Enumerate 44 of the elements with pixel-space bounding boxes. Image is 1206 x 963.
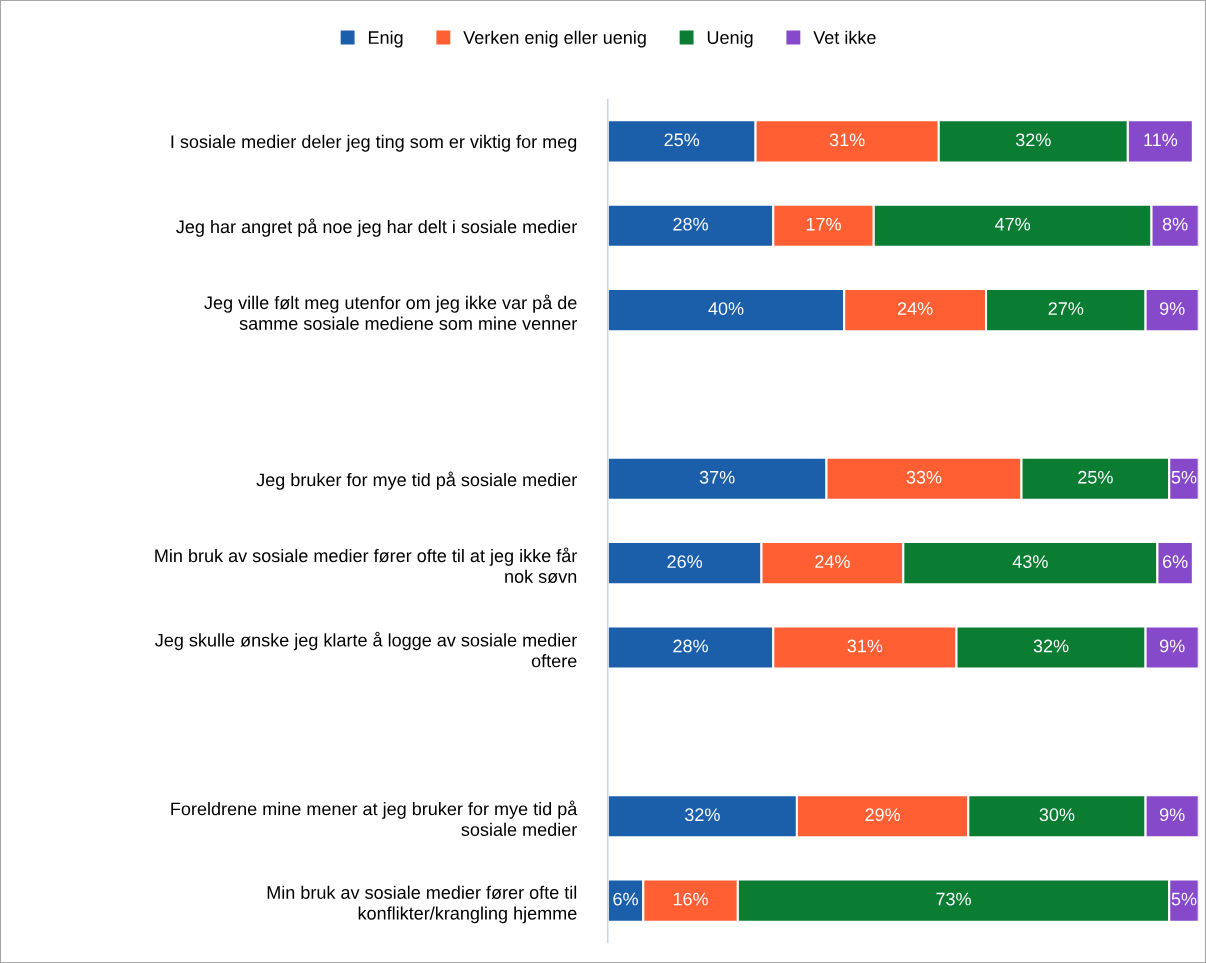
data-label: 5% xyxy=(1171,470,1197,484)
data-label: 26% xyxy=(667,555,703,569)
data-label: 16% xyxy=(673,892,708,906)
data-label: 28% xyxy=(673,217,708,231)
data-label: 40% xyxy=(708,302,744,315)
data-label: 9% xyxy=(1159,808,1185,822)
data-label: 31% xyxy=(847,639,883,653)
y-tick-label: Min bruk av sosiale medier fører ofte til konflikter/krangling hjemme xyxy=(267,885,577,924)
data-label: 27% xyxy=(1048,302,1084,315)
y-tick-label: I sosiale medier deler jeg ting som er viktig for meg xyxy=(171,134,577,152)
y-tick-label: Jeg skulle ønske jeg klarte å logge av sosiale medier oftere xyxy=(155,631,577,668)
y-tick-label: Foreldrene mine mener at jeg bruker for mye tid på sosiale medier xyxy=(171,800,578,837)
y-tick-label: Min bruk av sosiale medier fører ofte til at jeg ikke får nok søvn xyxy=(155,547,577,584)
data-label: 28% xyxy=(673,639,708,653)
legend-label: Verken enig eller uenig xyxy=(463,30,646,48)
data-label: 11% xyxy=(1144,133,1178,147)
y-tick-label: Jeg bruker for mye tid på sosiale medier xyxy=(256,471,577,490)
legend-label: Vet ikke xyxy=(813,30,876,44)
data-label: 32% xyxy=(684,808,720,822)
data-label: 43% xyxy=(1012,555,1048,569)
data-label: 24% xyxy=(815,555,850,568)
legend-label: Uenig xyxy=(707,30,753,48)
data-label: 25% xyxy=(1078,470,1113,484)
data-label: 33% xyxy=(906,470,942,484)
data-label: 9% xyxy=(1159,302,1185,315)
data-label: 5% xyxy=(1171,892,1197,906)
data-label: 6% xyxy=(1163,555,1188,569)
data-label: 9% xyxy=(1159,639,1185,653)
data-label: 37% xyxy=(699,470,735,484)
data-label: 29% xyxy=(865,808,901,822)
data-label: 17% xyxy=(806,217,841,231)
data-label: 47% xyxy=(994,217,1031,231)
data-label: 32% xyxy=(1015,133,1051,147)
data-label: 30% xyxy=(1039,808,1075,822)
y-tick-label: Jeg ville følt meg utenfor om jeg ikke var på de samme sosiale mediene som mine venner xyxy=(204,294,577,330)
y-tick-label: Jeg har angret på noe jeg har delt i sosiale medier xyxy=(176,218,577,237)
data-label: 24% xyxy=(897,302,933,315)
data-label: 32% xyxy=(1033,639,1069,653)
data-label: 6% xyxy=(613,892,638,906)
data-label: 25% xyxy=(664,133,700,147)
data-label: 73% xyxy=(936,892,971,906)
data-label: 31% xyxy=(829,133,865,147)
data-label: 8% xyxy=(1162,217,1188,231)
legend-label: Enig xyxy=(368,30,403,48)
